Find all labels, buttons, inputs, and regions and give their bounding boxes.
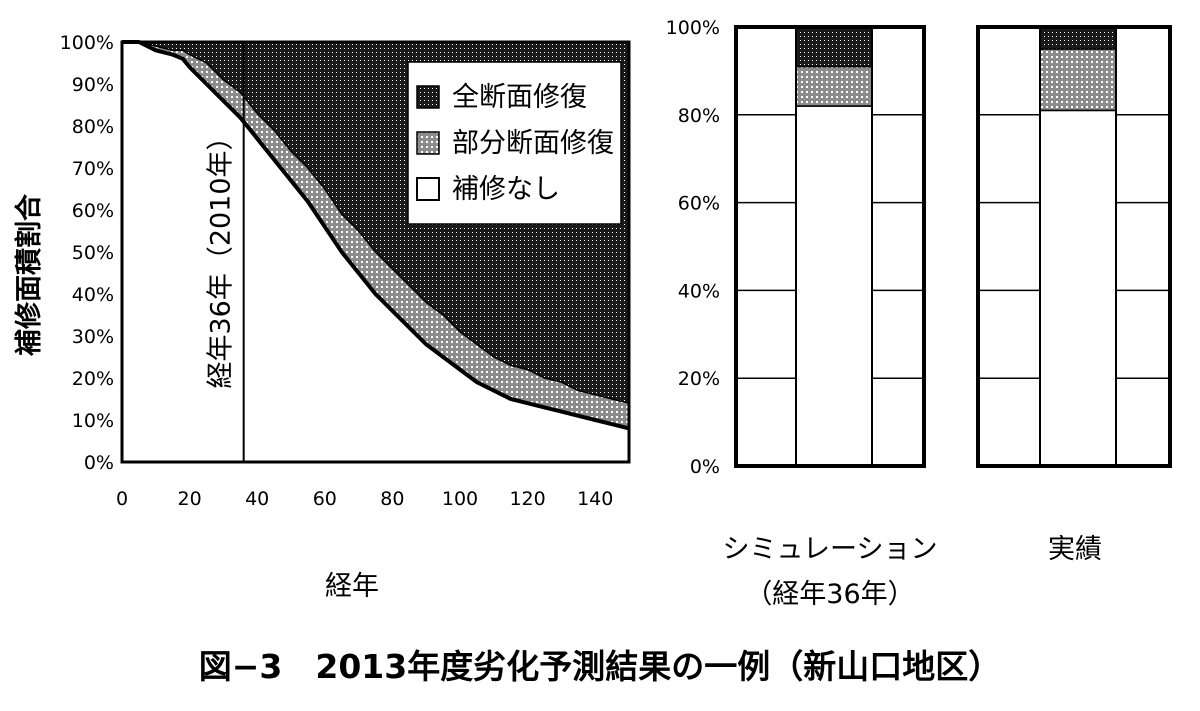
legend-label-full-repair: 全断面修復 xyxy=(452,82,587,113)
area-x-tick: 80 xyxy=(380,488,404,510)
bar-panel-frame xyxy=(976,25,1172,468)
area-y-tick: 70% xyxy=(72,158,114,180)
bar-panel-frame xyxy=(734,25,926,468)
area-y-tick: 30% xyxy=(72,326,114,348)
area-y-tick: 100% xyxy=(60,32,114,54)
bar-y-tick: 60% xyxy=(678,193,720,215)
no-repair-boundary-line xyxy=(122,40,630,431)
figure-caption: 図−3 2013年度劣化予測結果の一例（新山口地区） xyxy=(199,647,1001,686)
bar-category-actual: 実績 xyxy=(1048,534,1102,565)
area-series-no-repair xyxy=(122,42,629,462)
area-y-tick: 0% xyxy=(84,452,114,474)
annotation-label: 経年36年（2010年） xyxy=(206,123,237,388)
area-y-tick-labels: 0% 10% 20% 30% 40% 50% 60% 70% 80% 90% 100% xyxy=(60,32,114,474)
area-y-tick: 60% xyxy=(72,200,114,222)
x-axis-title: 経年 xyxy=(325,571,379,602)
bar-y-tick: 40% xyxy=(678,280,720,302)
bar-panel-simulation xyxy=(734,25,926,468)
area-plot-frame xyxy=(120,40,631,464)
area-x-tick-labels: 0 20 40 60 80 100 120 140 xyxy=(116,488,613,510)
legend-swatch-partial-repair xyxy=(416,131,440,155)
area-y-tick: 80% xyxy=(72,116,114,138)
bar-segment-no-repair xyxy=(795,105,873,467)
bar-segment-no-repair xyxy=(1039,109,1117,467)
partial-repair-boundary-line xyxy=(122,41,630,404)
bar-y-tick: 80% xyxy=(678,105,720,127)
legend-swatch-no-repair xyxy=(416,177,440,201)
area-y-tick: 90% xyxy=(72,74,114,96)
bar-segment-full-repair xyxy=(1039,26,1117,50)
area-y-tick: 40% xyxy=(72,284,114,306)
legend-box xyxy=(407,61,622,225)
area-y-tick: 10% xyxy=(72,410,114,432)
bar-y-tick: 100% xyxy=(666,17,720,39)
legend-label-partial-repair: 部分断面修復 xyxy=(452,128,614,159)
area-y-tick: 50% xyxy=(72,242,114,264)
bar-segment-full-repair xyxy=(795,26,873,68)
area-x-tick: 40 xyxy=(245,488,269,510)
bar-y-tick: 20% xyxy=(678,368,720,390)
bar-panels xyxy=(734,25,1172,468)
area-y-tick: 20% xyxy=(72,368,114,390)
area-x-tick: 140 xyxy=(577,488,613,510)
area-x-tick: 100 xyxy=(442,488,478,510)
bar-segment-partial-repair xyxy=(795,65,873,107)
area-x-tick: 20 xyxy=(178,488,202,510)
legend: 全断面修復 部分断面修復 補修なし xyxy=(407,61,622,225)
legend-swatch-full-repair xyxy=(416,85,440,109)
area-x-tick: 60 xyxy=(313,488,337,510)
y-axis-title: 補修面積割合 xyxy=(13,194,45,357)
legend-label-no-repair: 補修なし xyxy=(452,174,560,205)
bar-panel-actual xyxy=(976,25,1172,468)
bar-y-tick-labels: 0% 20% 40% 60% 80% 100% xyxy=(666,17,720,478)
bar-segment-partial-repair xyxy=(1039,48,1117,112)
bar-category-simulation: シミュレーション xyxy=(723,534,938,565)
area-chart: 経年36年（2010年） 0% 10% 20% 30% 40% 50% 60% 70% 80% 9… xyxy=(13,32,631,602)
bar-comparison-chart: 0% 20% 40% 60% 80% 100% シミュレーション （経年36年） 実績 xyxy=(666,17,1172,610)
area-x-tick: 120 xyxy=(509,488,545,510)
bar-category-simulation-sub: （経年36年） xyxy=(745,579,914,610)
bar-y-tick: 0% xyxy=(690,456,720,478)
area-x-tick: 0 xyxy=(116,488,128,510)
